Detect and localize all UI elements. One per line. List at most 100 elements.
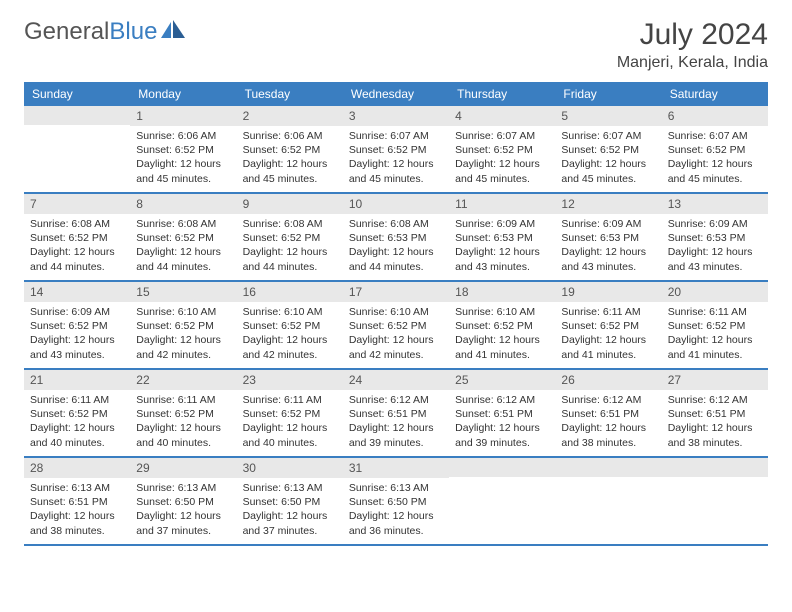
weekday-header: Wednesday <box>343 82 449 106</box>
day-body: Sunrise: 6:07 AMSunset: 6:52 PMDaylight:… <box>449 126 555 192</box>
day-number: 3 <box>343 106 449 126</box>
day-number: 5 <box>555 106 661 126</box>
day-number: 9 <box>237 194 343 214</box>
calendar-day: 7Sunrise: 6:08 AMSunset: 6:52 PMDaylight… <box>24 194 130 280</box>
calendar-rows: 1Sunrise: 6:06 AMSunset: 6:52 PMDaylight… <box>24 106 768 546</box>
day-number: 27 <box>662 370 768 390</box>
day-number <box>662 458 768 477</box>
day-body: Sunrise: 6:11 AMSunset: 6:52 PMDaylight:… <box>555 302 661 368</box>
day-number: 15 <box>130 282 236 302</box>
day-number: 29 <box>130 458 236 478</box>
day-body: Sunrise: 6:06 AMSunset: 6:52 PMDaylight:… <box>237 126 343 192</box>
day-number <box>555 458 661 477</box>
weekday-header: Monday <box>130 82 236 106</box>
day-body: Sunrise: 6:13 AMSunset: 6:51 PMDaylight:… <box>24 478 130 544</box>
calendar-day: 27Sunrise: 6:12 AMSunset: 6:51 PMDayligh… <box>662 370 768 456</box>
calendar: SundayMondayTuesdayWednesdayThursdayFrid… <box>24 82 768 546</box>
weekday-header: Tuesday <box>237 82 343 106</box>
calendar-day: 22Sunrise: 6:11 AMSunset: 6:52 PMDayligh… <box>130 370 236 456</box>
calendar-week: 21Sunrise: 6:11 AMSunset: 6:52 PMDayligh… <box>24 370 768 458</box>
day-body: Sunrise: 6:09 AMSunset: 6:53 PMDaylight:… <box>449 214 555 280</box>
day-body: Sunrise: 6:07 AMSunset: 6:52 PMDaylight:… <box>555 126 661 192</box>
day-number: 14 <box>24 282 130 302</box>
calendar-week: 7Sunrise: 6:08 AMSunset: 6:52 PMDaylight… <box>24 194 768 282</box>
day-number: 21 <box>24 370 130 390</box>
day-number: 17 <box>343 282 449 302</box>
day-body: Sunrise: 6:11 AMSunset: 6:52 PMDaylight:… <box>237 390 343 456</box>
day-body: Sunrise: 6:13 AMSunset: 6:50 PMDaylight:… <box>130 478 236 544</box>
day-number: 24 <box>343 370 449 390</box>
day-number: 13 <box>662 194 768 214</box>
day-number: 7 <box>24 194 130 214</box>
calendar-day: 18Sunrise: 6:10 AMSunset: 6:52 PMDayligh… <box>449 282 555 368</box>
calendar-day: 31Sunrise: 6:13 AMSunset: 6:50 PMDayligh… <box>343 458 449 544</box>
calendar-day: 1Sunrise: 6:06 AMSunset: 6:52 PMDaylight… <box>130 106 236 192</box>
day-number: 16 <box>237 282 343 302</box>
day-body: Sunrise: 6:10 AMSunset: 6:52 PMDaylight:… <box>237 302 343 368</box>
day-body: Sunrise: 6:11 AMSunset: 6:52 PMDaylight:… <box>662 302 768 368</box>
day-number: 11 <box>449 194 555 214</box>
calendar-page: GeneralBlue July 2024 Manjeri, Kerala, I… <box>0 0 792 564</box>
calendar-day: 6Sunrise: 6:07 AMSunset: 6:52 PMDaylight… <box>662 106 768 192</box>
day-body <box>555 477 661 537</box>
day-number: 2 <box>237 106 343 126</box>
day-number: 25 <box>449 370 555 390</box>
day-number: 22 <box>130 370 236 390</box>
calendar-day: 13Sunrise: 6:09 AMSunset: 6:53 PMDayligh… <box>662 194 768 280</box>
day-body: Sunrise: 6:08 AMSunset: 6:52 PMDaylight:… <box>237 214 343 280</box>
day-number: 10 <box>343 194 449 214</box>
day-number: 6 <box>662 106 768 126</box>
calendar-day: 11Sunrise: 6:09 AMSunset: 6:53 PMDayligh… <box>449 194 555 280</box>
calendar-day: 23Sunrise: 6:11 AMSunset: 6:52 PMDayligh… <box>237 370 343 456</box>
day-number: 4 <box>449 106 555 126</box>
calendar-day-empty <box>449 458 555 544</box>
calendar-day: 9Sunrise: 6:08 AMSunset: 6:52 PMDaylight… <box>237 194 343 280</box>
day-body: Sunrise: 6:08 AMSunset: 6:52 PMDaylight:… <box>24 214 130 280</box>
day-body: Sunrise: 6:08 AMSunset: 6:53 PMDaylight:… <box>343 214 449 280</box>
logo: GeneralBlue <box>24 18 187 46</box>
day-body: Sunrise: 6:09 AMSunset: 6:53 PMDaylight:… <box>555 214 661 280</box>
day-body: Sunrise: 6:13 AMSunset: 6:50 PMDaylight:… <box>343 478 449 544</box>
day-body: Sunrise: 6:09 AMSunset: 6:52 PMDaylight:… <box>24 302 130 368</box>
day-body: Sunrise: 6:12 AMSunset: 6:51 PMDaylight:… <box>662 390 768 456</box>
calendar-day: 2Sunrise: 6:06 AMSunset: 6:52 PMDaylight… <box>237 106 343 192</box>
logo-word1: General <box>24 18 109 45</box>
calendar-day: 12Sunrise: 6:09 AMSunset: 6:53 PMDayligh… <box>555 194 661 280</box>
day-body: Sunrise: 6:09 AMSunset: 6:53 PMDaylight:… <box>662 214 768 280</box>
calendar-day-empty <box>555 458 661 544</box>
weekday-header: Friday <box>555 82 661 106</box>
day-body: Sunrise: 6:10 AMSunset: 6:52 PMDaylight:… <box>130 302 236 368</box>
calendar-day: 24Sunrise: 6:12 AMSunset: 6:51 PMDayligh… <box>343 370 449 456</box>
day-body: Sunrise: 6:10 AMSunset: 6:52 PMDaylight:… <box>343 302 449 368</box>
day-body <box>662 477 768 537</box>
day-number: 19 <box>555 282 661 302</box>
day-body: Sunrise: 6:12 AMSunset: 6:51 PMDaylight:… <box>555 390 661 456</box>
calendar-day: 26Sunrise: 6:12 AMSunset: 6:51 PMDayligh… <box>555 370 661 456</box>
day-number: 23 <box>237 370 343 390</box>
day-number: 1 <box>130 106 236 126</box>
day-number <box>449 458 555 477</box>
calendar-week: 1Sunrise: 6:06 AMSunset: 6:52 PMDaylight… <box>24 106 768 194</box>
day-body: Sunrise: 6:11 AMSunset: 6:52 PMDaylight:… <box>24 390 130 456</box>
day-number: 12 <box>555 194 661 214</box>
calendar-day: 10Sunrise: 6:08 AMSunset: 6:53 PMDayligh… <box>343 194 449 280</box>
calendar-day: 8Sunrise: 6:08 AMSunset: 6:52 PMDaylight… <box>130 194 236 280</box>
day-body: Sunrise: 6:12 AMSunset: 6:51 PMDaylight:… <box>343 390 449 456</box>
day-body <box>24 125 130 185</box>
logo-text: GeneralBlue <box>24 18 157 46</box>
calendar-week: 28Sunrise: 6:13 AMSunset: 6:51 PMDayligh… <box>24 458 768 546</box>
day-number: 28 <box>24 458 130 478</box>
logo-word2: Blue <box>109 18 157 45</box>
day-number: 20 <box>662 282 768 302</box>
day-number: 26 <box>555 370 661 390</box>
weekday-header-row: SundayMondayTuesdayWednesdayThursdayFrid… <box>24 82 768 106</box>
calendar-week: 14Sunrise: 6:09 AMSunset: 6:52 PMDayligh… <box>24 282 768 370</box>
day-body <box>449 477 555 537</box>
day-number: 8 <box>130 194 236 214</box>
calendar-day: 21Sunrise: 6:11 AMSunset: 6:52 PMDayligh… <box>24 370 130 456</box>
day-number <box>24 106 130 125</box>
day-body: Sunrise: 6:06 AMSunset: 6:52 PMDaylight:… <box>130 126 236 192</box>
day-body: Sunrise: 6:12 AMSunset: 6:51 PMDaylight:… <box>449 390 555 456</box>
day-body: Sunrise: 6:10 AMSunset: 6:52 PMDaylight:… <box>449 302 555 368</box>
calendar-day: 25Sunrise: 6:12 AMSunset: 6:51 PMDayligh… <box>449 370 555 456</box>
